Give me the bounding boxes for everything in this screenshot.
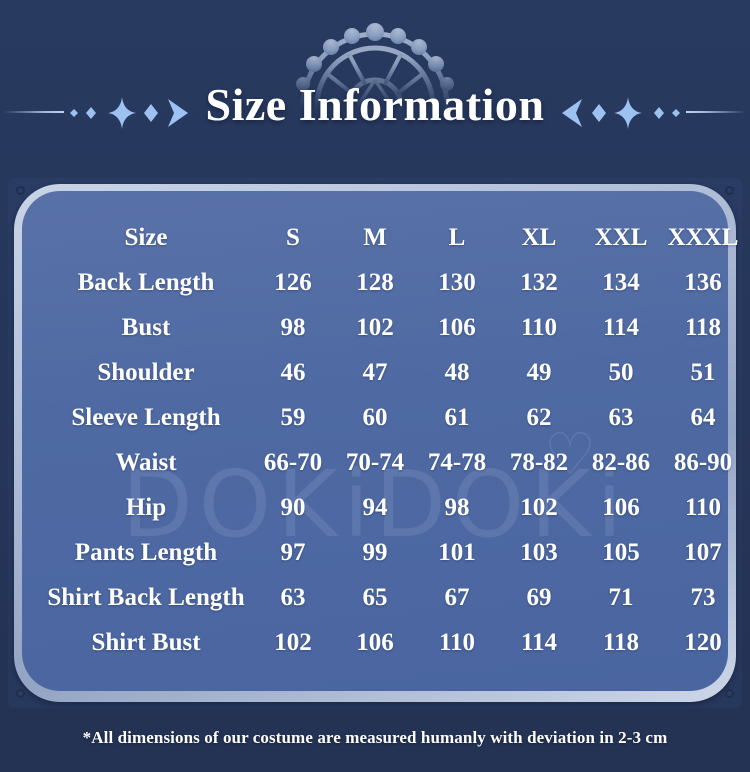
cell-value: 49 bbox=[526, 358, 552, 386]
corner-ornament-bottom-left bbox=[16, 681, 33, 698]
cell-value: 106 bbox=[602, 493, 640, 521]
cell-value: 50 bbox=[608, 358, 634, 386]
cell-value: 106 bbox=[438, 313, 476, 341]
cell-value: 70-74 bbox=[345, 448, 405, 476]
cell-value: 59 bbox=[280, 403, 306, 431]
page-title: Size Information bbox=[205, 79, 545, 130]
cell-value: 65 bbox=[362, 583, 388, 611]
header-cell-s: S bbox=[286, 223, 300, 251]
cell-value: 51 bbox=[690, 358, 716, 386]
header-cell-l: L bbox=[448, 223, 466, 251]
row-label: Back Length bbox=[77, 268, 215, 296]
cell-value: 90 bbox=[280, 493, 306, 521]
cell-value: 102 bbox=[356, 313, 394, 341]
cell-value: 73 bbox=[690, 583, 716, 611]
table-row: Hip 90 94 98 102 106 110 bbox=[40, 485, 744, 530]
diamond-flourish-left-icon bbox=[64, 90, 194, 136]
table-row: Shirt Bust 102 106 110 114 118 120 bbox=[40, 620, 744, 665]
cell-value: 102 bbox=[274, 628, 312, 656]
cell-value: 69 bbox=[526, 583, 552, 611]
table-header-row: Size S M L XL XXL XXXL bbox=[40, 215, 744, 260]
row-label: Hip bbox=[125, 493, 167, 521]
cell-value: 82-86 bbox=[591, 448, 651, 476]
size-table-body: Back Length 126 128 130 132 134 136 Bust… bbox=[40, 260, 744, 665]
cell-value: 94 bbox=[362, 493, 388, 521]
cell-value: 128 bbox=[356, 268, 394, 296]
cell-value: 118 bbox=[684, 313, 722, 341]
size-chart-panel: DOKiDOKi ♡ Size S M L XL XXL XXXL bbox=[8, 178, 742, 708]
table-row: Bust 98 102 106 110 114 118 bbox=[40, 305, 744, 350]
header-cell-size: Size bbox=[124, 223, 168, 251]
diamond-flourish-right-icon bbox=[556, 90, 686, 136]
row-label: Sleeve Length bbox=[71, 403, 221, 431]
table-row: Waist 66-70 70-74 74-78 78-82 82-86 86-9… bbox=[40, 440, 744, 485]
corner-ornament-top-right bbox=[717, 186, 734, 203]
cell-value: 98 bbox=[444, 493, 470, 521]
cell-value: 47 bbox=[362, 358, 388, 386]
cell-value: 86-90 bbox=[673, 448, 733, 476]
row-label: Bust bbox=[121, 313, 171, 341]
row-label: Shirt Back Length bbox=[47, 583, 245, 611]
cell-value: 63 bbox=[608, 403, 634, 431]
corner-ornament-bottom-right bbox=[717, 681, 734, 698]
title-rule-right bbox=[686, 111, 746, 113]
cell-value: 63 bbox=[280, 583, 306, 611]
cell-value: 107 bbox=[684, 538, 722, 566]
cell-value: 126 bbox=[274, 268, 312, 296]
cell-value: 74-78 bbox=[427, 448, 487, 476]
header-cell-xl: XL bbox=[521, 223, 557, 251]
cell-value: 136 bbox=[684, 268, 722, 296]
row-label: Shirt Bust bbox=[91, 628, 201, 656]
cell-value: 106 bbox=[356, 628, 394, 656]
header-cell-m: M bbox=[363, 223, 387, 251]
cell-value: 102 bbox=[520, 493, 558, 521]
page-header: Size Information bbox=[0, 0, 750, 175]
cell-value: 98 bbox=[280, 313, 306, 341]
cell-value: 97 bbox=[280, 538, 306, 566]
cell-value: 118 bbox=[602, 628, 640, 656]
cell-value: 114 bbox=[602, 313, 640, 341]
cell-value: 120 bbox=[684, 628, 722, 656]
gear-wheel-emblem-icon bbox=[295, 14, 455, 112]
table-row: Shoulder 46 47 48 49 50 51 bbox=[40, 350, 744, 395]
cell-value: 134 bbox=[602, 268, 640, 296]
cell-value: 99 bbox=[362, 538, 388, 566]
header-cell-xxxl: XXXL bbox=[667, 223, 739, 251]
row-label: Shoulder bbox=[97, 358, 195, 386]
size-table-container: Size S M L XL XXL XXXL Back Length 126 1… bbox=[22, 191, 738, 691]
cell-value: 61 bbox=[444, 403, 470, 431]
table-row: Back Length 126 128 130 132 134 136 bbox=[40, 260, 744, 305]
table-row: Sleeve Length 59 60 61 62 63 64 bbox=[40, 395, 744, 440]
measurement-disclaimer: *All dimensions of our costume are measu… bbox=[82, 728, 668, 747]
size-table: Size S M L XL XXL XXXL Back Length 126 1… bbox=[40, 215, 744, 665]
cell-value: 66-70 bbox=[263, 448, 323, 476]
cell-value: 114 bbox=[520, 628, 558, 656]
cell-value: 110 bbox=[438, 628, 476, 656]
title-rule-left bbox=[4, 111, 64, 113]
cell-value: 48 bbox=[444, 358, 470, 386]
cell-value: 110 bbox=[684, 493, 722, 521]
cell-value: 132 bbox=[520, 268, 558, 296]
row-label: Pants Length bbox=[74, 538, 218, 566]
corner-ornament-top-left bbox=[16, 186, 33, 203]
cell-value: 78-82 bbox=[509, 448, 569, 476]
cell-value: 67 bbox=[444, 583, 470, 611]
cell-value: 71 bbox=[608, 583, 634, 611]
cell-value: 64 bbox=[690, 403, 716, 431]
cell-value: 105 bbox=[602, 538, 640, 566]
cell-value: 130 bbox=[438, 268, 476, 296]
table-row: Pants Length 97 99 101 103 105 107 bbox=[40, 530, 744, 575]
cell-value: 103 bbox=[520, 538, 558, 566]
header-cell-xxl: XXL bbox=[594, 223, 648, 251]
cell-value: 60 bbox=[362, 403, 388, 431]
cell-value: 101 bbox=[438, 538, 476, 566]
cell-value: 46 bbox=[280, 358, 306, 386]
cell-value: 110 bbox=[520, 313, 558, 341]
table-row: Shirt Back Length 63 65 67 69 71 73 bbox=[40, 575, 744, 620]
cell-value: 62 bbox=[526, 403, 552, 431]
row-label: Waist bbox=[115, 448, 177, 476]
